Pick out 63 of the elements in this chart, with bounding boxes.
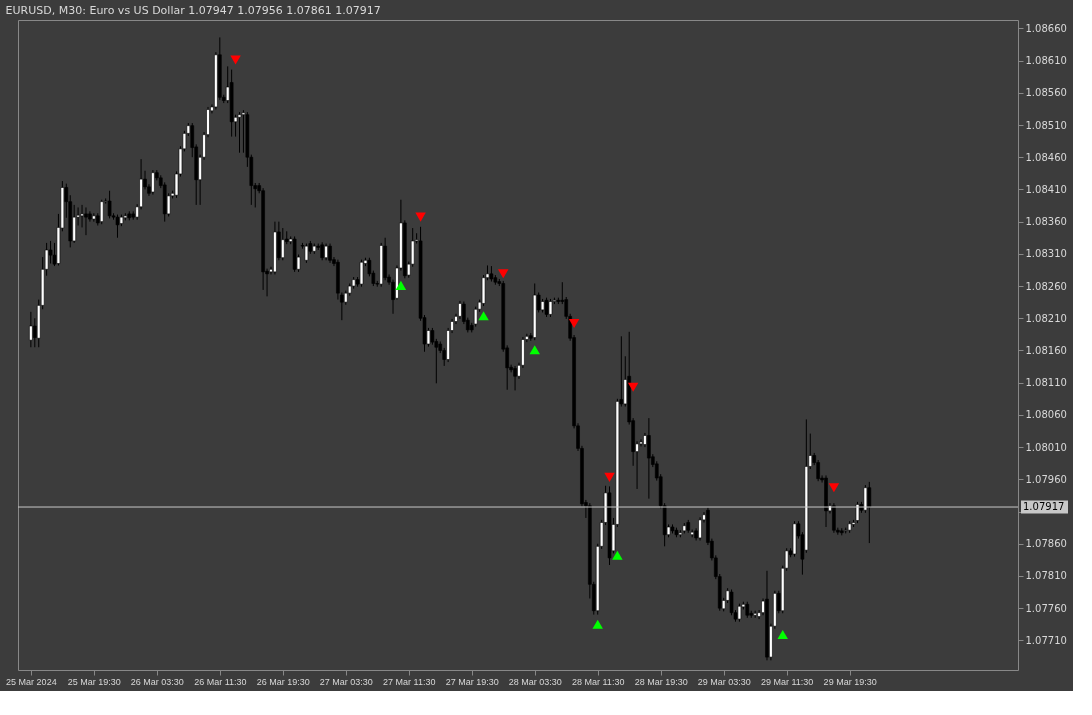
y-tick-label: 1.08010: [1025, 441, 1067, 453]
candlestick: [698, 516, 702, 542]
x-tick-label: 26 Mar 03:30: [130, 676, 184, 687]
x-tick-label: 28 Mar 11:30: [572, 676, 625, 687]
x-tick-label: 29 Mar 11:30: [760, 676, 814, 687]
y-tick-label: 1.07760: [1025, 602, 1067, 614]
point: [529, 345, 540, 355]
y-tick-label: 1.08560: [1025, 87, 1067, 99]
candlestick: [80, 204, 84, 228]
x-tick-label: 25 Mar 19:30: [67, 676, 121, 687]
x-tick-label: 27 Mar 11:30: [383, 676, 436, 687]
candlestick: [513, 365, 517, 391]
candlestick: [72, 204, 76, 244]
y-tick-label: 1.07710: [1025, 634, 1067, 646]
y-tick-label: 1.08660: [1025, 22, 1067, 34]
candlestick: [92, 212, 96, 223]
point: [415, 212, 426, 222]
point: [568, 318, 580, 328]
y-tick-label: 1.08060: [1025, 409, 1067, 421]
x-tick-label: 26 Mar 11:30: [194, 676, 247, 687]
x-tick-label: 25 Mar 2024: [6, 676, 57, 687]
candlestick: [867, 481, 872, 544]
point: [230, 55, 241, 65]
point: [612, 550, 623, 560]
x-tick-label: 27 Mar 03:30: [319, 676, 373, 687]
candlestick: [320, 241, 324, 261]
point: [627, 382, 639, 392]
y-tick-label: 1.08210: [1025, 312, 1067, 324]
y-tick-label: 1.07960: [1025, 473, 1067, 485]
chart-title: EURUSD, M30: Euro vs US Dollar 1.07947 1.07956 1.07861 1.07917: [5, 4, 381, 17]
y-tick-label: 1.07810: [1025, 570, 1067, 582]
y-tick-label: 1.08610: [1025, 55, 1067, 67]
point: [592, 619, 603, 629]
point: [497, 269, 509, 279]
y-tick-label: 1.07860: [1025, 538, 1067, 550]
y-tick-label: 1.08510: [1025, 119, 1067, 131]
y-tick-label: 1.08460: [1025, 151, 1067, 163]
y-tick-label: 1.08310: [1025, 248, 1067, 260]
candlestick: [458, 300, 462, 320]
candlestick: [29, 311, 33, 348]
point: [828, 483, 840, 493]
point: [395, 280, 407, 290]
candlestick: [151, 169, 155, 196]
y-tick-label: 1.08260: [1025, 280, 1067, 292]
x-tick-label: 28 Mar 03:30: [508, 676, 562, 687]
x-tick-label: 27 Mar 19:30: [445, 676, 499, 687]
x-tick-label: 28 Mar 19:30: [634, 676, 688, 687]
y-tick-label: 1.08410: [1025, 183, 1067, 195]
candlestick: [84, 206, 88, 236]
y-tick-label: 1.08360: [1025, 216, 1067, 228]
candlestick: [647, 417, 651, 500]
x-tick-label: 29 Mar 19:30: [823, 676, 877, 687]
candlestick: [281, 227, 285, 261]
point: [478, 311, 489, 321]
point: [604, 472, 615, 482]
candlestick: [328, 243, 332, 264]
point: [777, 630, 788, 640]
x-tick-label: 29 Mar 03:30: [697, 676, 751, 687]
y-tick-label: 1.08110: [1025, 377, 1067, 389]
candlestick: [237, 111, 242, 154]
y-tick-label: 1.08160: [1025, 344, 1067, 356]
x-tick-label: 26 Mar 19:30: [256, 676, 310, 687]
ref-line-label: 1.07917: [1023, 501, 1065, 513]
